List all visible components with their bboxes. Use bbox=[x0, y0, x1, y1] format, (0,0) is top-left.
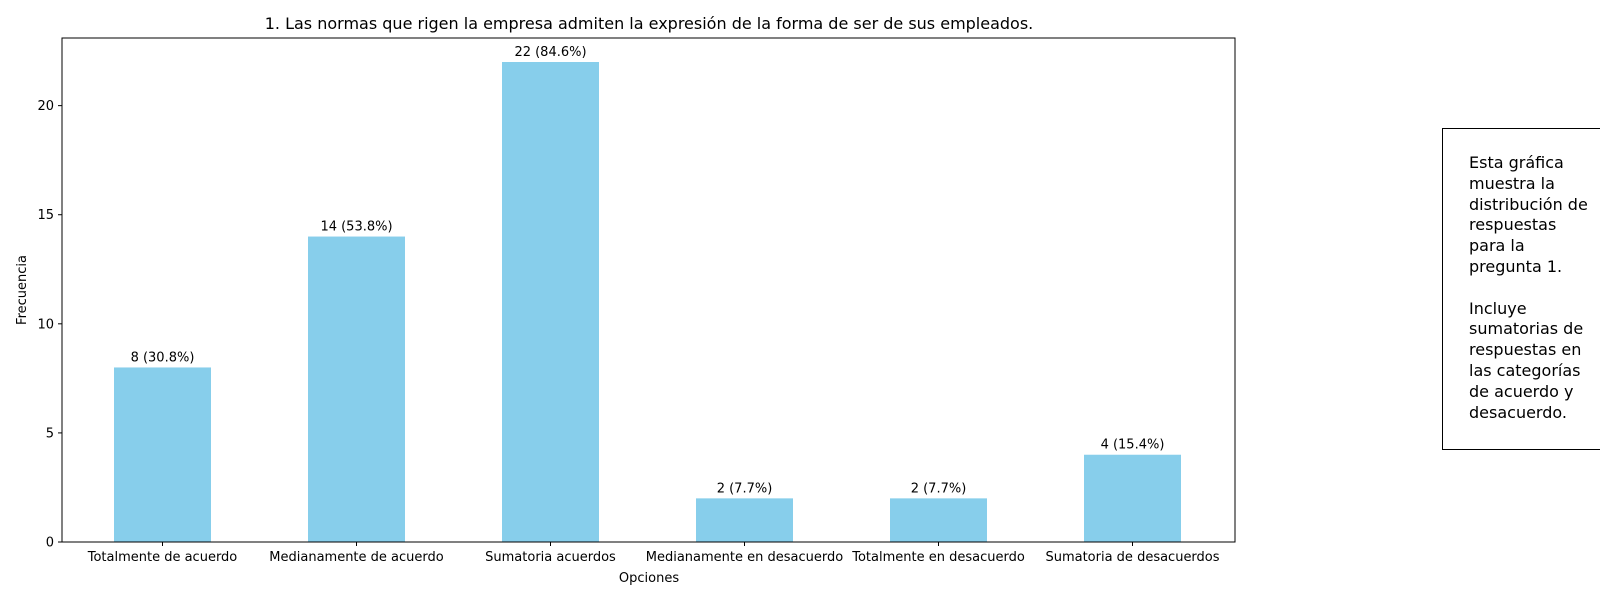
annotation-text: Esta gráfica muestra la distribución de … bbox=[1469, 153, 1588, 422]
x-ticks-group: Totalmente de acuerdo Medianamente de acu… bbox=[87, 542, 1220, 565]
y-tick-label: 20 bbox=[37, 99, 54, 114]
bar-value-label: 4 (15.4%) bbox=[1101, 438, 1165, 453]
y-tick-label: 0 bbox=[46, 536, 54, 551]
bar-4 bbox=[696, 498, 793, 542]
y-tick-label: 10 bbox=[37, 317, 54, 332]
bar-1 bbox=[114, 367, 211, 542]
y-ticks-group: 0 5 10 15 20 bbox=[37, 99, 62, 551]
bar-5 bbox=[890, 498, 987, 542]
bar-value-label: 14 (53.8%) bbox=[320, 220, 392, 235]
bar-value-label: 2 (7.7%) bbox=[911, 481, 967, 496]
bar-3 bbox=[502, 62, 599, 542]
data-labels-group: 8 (30.8%) 14 (53.8%) 22 (84.6%) 2 (7.7%) 2 (… bbox=[131, 45, 1165, 496]
x-tick-label: Sumatoria acuerdos bbox=[485, 550, 616, 565]
annotation-box bbox=[1442, 128, 1600, 450]
x-tick-label: Totalmente de acuerdo bbox=[87, 550, 238, 565]
y-axis-label: Frecuencia bbox=[15, 255, 30, 325]
chart-title: 1. Las normas que rigen la empresa admit… bbox=[265, 14, 1034, 33]
bar-2 bbox=[308, 236, 405, 542]
bar-value-label: 2 (7.7%) bbox=[717, 481, 773, 496]
x-tick-label: Sumatoria de desacuerdos bbox=[1045, 550, 1219, 565]
y-tick-label: 5 bbox=[46, 426, 54, 441]
bar-value-label: 22 (84.6%) bbox=[514, 45, 586, 60]
x-tick-label: Medianamente de acuerdo bbox=[269, 550, 443, 565]
x-tick-label: Totalmente en desacuerdo bbox=[851, 550, 1025, 565]
x-axis-label: Opciones bbox=[619, 571, 679, 586]
plot-frame bbox=[61, 37, 1236, 543]
bar-value-label: 8 (30.8%) bbox=[131, 350, 195, 365]
x-tick-label: Medianamente en desacuerdo bbox=[646, 550, 843, 565]
y-tick-label: 15 bbox=[37, 208, 54, 223]
bar-6 bbox=[1084, 454, 1181, 542]
bars-group bbox=[114, 62, 1181, 542]
